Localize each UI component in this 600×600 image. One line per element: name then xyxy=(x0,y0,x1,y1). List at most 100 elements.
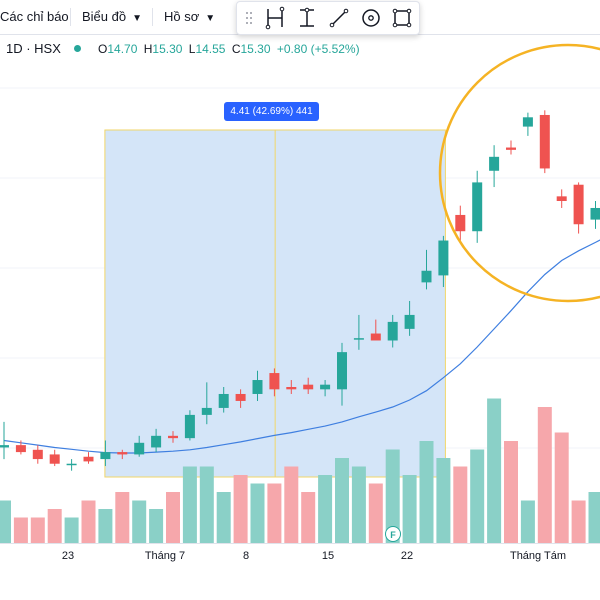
candle[interactable] xyxy=(235,389,246,408)
candle[interactable] xyxy=(66,459,77,471)
candle-body xyxy=(387,321,398,341)
high-value: 15.30 xyxy=(152,42,183,56)
trend-line-icon[interactable] xyxy=(327,6,351,30)
time-axis-label: 23 xyxy=(61,550,75,562)
indicators-button[interactable]: Các chỉ báo xyxy=(0,0,69,34)
candle[interactable] xyxy=(15,440,26,455)
volume-bar xyxy=(30,517,45,543)
candle-body xyxy=(201,407,212,415)
high-key: H xyxy=(143,42,153,56)
volume-bar xyxy=(132,500,147,543)
profile-button[interactable]: Hồ sơ ▼ xyxy=(164,0,215,34)
candle-body xyxy=(590,207,600,220)
candle-body xyxy=(168,435,178,439)
candle-body xyxy=(472,182,483,232)
volume-bar xyxy=(504,441,518,543)
circle-target-icon[interactable] xyxy=(359,6,383,30)
candle-body xyxy=(252,380,263,394)
close-value: 15.30 xyxy=(240,42,271,56)
candle[interactable] xyxy=(320,380,331,397)
candle[interactable] xyxy=(49,449,60,467)
volume-bar xyxy=(335,458,349,543)
chart-type-button[interactable]: Biểu đồ ▼ xyxy=(82,0,142,34)
volume-bar xyxy=(571,500,586,543)
candle[interactable] xyxy=(286,380,297,394)
candle-body xyxy=(184,414,195,439)
candle[interactable] xyxy=(455,205,466,243)
volume-bar xyxy=(13,517,28,543)
volume-bar xyxy=(216,492,231,543)
indicators-label: Các chỉ báo xyxy=(0,9,69,24)
volume-bar xyxy=(267,483,282,543)
event-badge[interactable]: F xyxy=(385,526,401,542)
candle[interactable] xyxy=(184,410,195,441)
candle[interactable] xyxy=(590,201,600,229)
candle-body xyxy=(0,445,9,448)
candle-body xyxy=(370,333,381,341)
open-value: 14.70 xyxy=(107,42,138,56)
close-key: C xyxy=(231,42,241,56)
candle[interactable] xyxy=(489,145,500,188)
symbol-label[interactable]: 1D · HSX xyxy=(6,41,61,56)
candle-body xyxy=(539,114,550,169)
volume-bar xyxy=(520,500,535,543)
candle-body xyxy=(337,352,347,390)
candle[interactable] xyxy=(353,314,364,350)
volume-bar xyxy=(47,509,62,543)
volume-bar xyxy=(419,441,434,543)
candle[interactable] xyxy=(421,249,432,290)
candle-body xyxy=(421,270,432,283)
long-position-icon[interactable] xyxy=(263,6,287,30)
candle[interactable] xyxy=(539,110,550,174)
change-value: +0.80 (+5.52%) xyxy=(276,42,360,56)
candle[interactable] xyxy=(100,440,111,467)
candle[interactable] xyxy=(573,182,584,234)
highlight-circle[interactable] xyxy=(438,43,600,303)
candle[interactable] xyxy=(201,382,212,425)
candle[interactable] xyxy=(134,435,145,457)
candle-body xyxy=(286,387,297,390)
candle-body xyxy=(303,384,314,390)
candle[interactable] xyxy=(370,319,381,341)
volume-bar xyxy=(453,466,468,543)
time-axis-label: Tháng 7 xyxy=(144,550,186,562)
candle[interactable] xyxy=(303,377,314,394)
candle[interactable] xyxy=(404,300,415,336)
candle[interactable] xyxy=(556,189,567,208)
candle[interactable] xyxy=(472,170,483,243)
low-value: 14.55 xyxy=(195,42,226,56)
candle[interactable] xyxy=(522,112,533,136)
time-axis-label: Tháng Tám xyxy=(509,550,567,562)
candle[interactable] xyxy=(83,452,94,464)
candle-body xyxy=(218,393,229,408)
candle[interactable] xyxy=(506,140,516,155)
toolbar-divider xyxy=(70,8,71,26)
candle[interactable] xyxy=(252,370,263,401)
volume-bar xyxy=(470,449,485,543)
candle[interactable] xyxy=(0,421,9,460)
candle[interactable] xyxy=(117,449,128,460)
drag-handle-icon[interactable] xyxy=(245,11,253,25)
candle[interactable] xyxy=(269,368,280,397)
candle[interactable] xyxy=(387,314,398,348)
price-range-icon[interactable] xyxy=(295,6,319,30)
volume-bar xyxy=(182,466,197,543)
candle-body xyxy=(353,338,364,340)
candle[interactable] xyxy=(168,431,178,443)
candle[interactable] xyxy=(438,235,449,288)
candle-body xyxy=(438,240,449,276)
market-status-icon xyxy=(74,45,81,52)
candle[interactable] xyxy=(151,428,162,453)
candle-body xyxy=(134,442,145,455)
candle[interactable] xyxy=(337,342,347,406)
time-axis-label: 8 xyxy=(242,550,250,562)
candle-body xyxy=(235,393,246,401)
candle[interactable] xyxy=(32,445,43,464)
rectangle-icon[interactable] xyxy=(390,6,414,30)
candle[interactable] xyxy=(218,387,229,413)
candle-body xyxy=(49,454,60,464)
candle-body xyxy=(522,117,533,127)
volume-bar xyxy=(233,475,248,543)
volume-bar xyxy=(115,492,130,543)
